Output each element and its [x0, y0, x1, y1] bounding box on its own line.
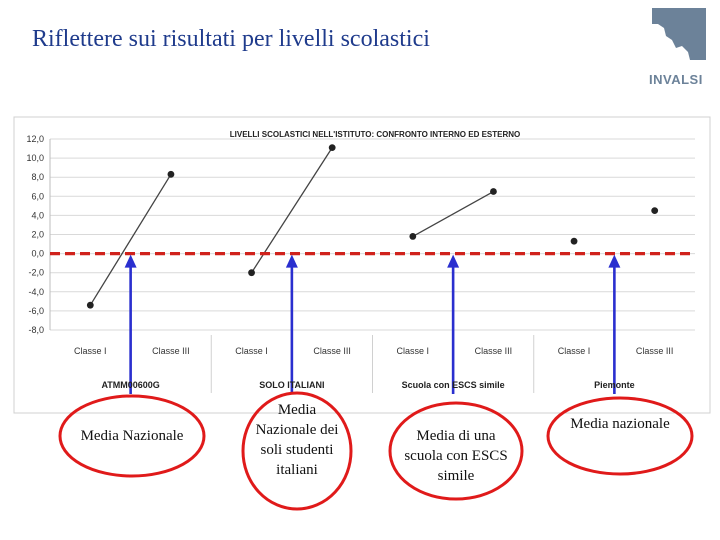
- arrow-head-icon: [285, 254, 298, 268]
- arrow-head-icon: [447, 254, 460, 268]
- data-point: [651, 207, 659, 215]
- chart-frame: [13, 116, 711, 414]
- invalsi-logo: INVALSI: [649, 8, 706, 87]
- callout-text-3: Media di una scuola con ESCS simile: [404, 428, 508, 484]
- data-point: [490, 188, 497, 195]
- callout-ellipse: [546, 396, 694, 476]
- series-line: [89, 173, 172, 306]
- y-tick-label: 4,0: [31, 210, 44, 220]
- logo-text: INVALSI: [649, 72, 703, 87]
- callout-ellipses: [58, 391, 694, 511]
- y-tick-label: 8,0: [31, 172, 44, 182]
- callout-ellipse: [388, 401, 524, 501]
- callout-ellipse: [58, 394, 206, 478]
- series-lines: [89, 147, 494, 306]
- x-tick-label: Classe I: [235, 346, 268, 356]
- series-line: [251, 147, 333, 274]
- y-tick-label: -2,0: [28, 268, 44, 278]
- x-tick-label: Classe III: [475, 346, 513, 356]
- data-point: [167, 170, 175, 178]
- x-tick-label: Classe I: [74, 346, 107, 356]
- y-tick-label: -8,0: [28, 325, 44, 335]
- group-label: ATMM00600G: [101, 380, 159, 390]
- group-label: SOLO ITALIANI: [259, 380, 324, 390]
- callout-text-4: Media nazionale: [570, 416, 670, 432]
- arrows: [124, 254, 621, 394]
- y-tick-label: 10,0: [26, 153, 44, 163]
- data-point: [328, 144, 336, 151]
- y-tick-label: 6,0: [31, 191, 44, 201]
- callout-text-1: Media Nazionale: [80, 428, 184, 444]
- y-tick-label: 12,0: [26, 134, 44, 144]
- y-tick-label: 2,0: [31, 230, 44, 240]
- callout-ellipse: [241, 391, 353, 511]
- x-tick-label: Classe I: [558, 346, 591, 356]
- arrow-head-icon: [608, 254, 621, 268]
- y-tick-label: -4,0: [28, 287, 44, 297]
- x-tick-label: Classe III: [313, 346, 351, 356]
- group-labels: ATMM00600G SOLO ITALIANI Scuola con ESCS s…: [101, 380, 634, 390]
- data-point: [409, 233, 417, 240]
- slide-title: Riflettere sui risultati per livelli sco…: [32, 26, 430, 52]
- x-tick-label: Classe I: [397, 346, 430, 356]
- data-points: [86, 144, 659, 309]
- italy-map-icon: [652, 8, 706, 60]
- x-tick-label: Classe III: [636, 346, 674, 356]
- y-axis-ticks: 12,0 10,0 8,0 6,0 4,0 2,0 0,0 -2,0 -4,0 -6,0 -8,0: [26, 134, 44, 335]
- y-tick-label: -6,0: [28, 306, 44, 316]
- group-label: Piemonte: [594, 380, 635, 390]
- x-tick-label: Classe III: [152, 346, 190, 356]
- group-label: Scuola con ESCS simile: [402, 380, 505, 390]
- data-point: [248, 269, 255, 277]
- data-point: [570, 237, 578, 245]
- group-separators: [210, 335, 535, 393]
- callout-text-2: Media Nazionale dei soli studenti italia…: [255, 402, 339, 478]
- y-tick-label: 0,0: [31, 249, 44, 259]
- data-point: [86, 301, 94, 309]
- category-labels: Classe I Classe III Classe I Classe III Clas…: [74, 346, 673, 356]
- chart-title: LIVELLI SCOLASTICI NELL'ISTITUTO: CONFRO…: [230, 130, 521, 139]
- arrow-head-icon: [124, 254, 137, 268]
- series-line: [412, 190, 494, 237]
